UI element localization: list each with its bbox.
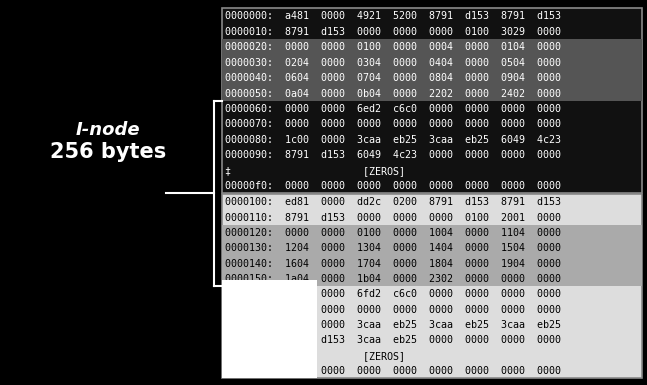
Text: 00000f0:  0000  0000  0000  0000  0000  0000  0000  0000: 00000f0: 0000 0000 0000 0000 0000 0000 0…	[225, 181, 561, 191]
Bar	[222, 255, 642, 271]
Text: 0000000:  a481  0000  4921  5200  8791  d153  8791  d153: 0000000: a481 0000 4921 5200 8791 d153 8…	[225, 12, 561, 22]
Bar	[222, 225, 642, 240]
Text: 0000050:  0a04  0000  0b04  0000  2202  0000  2402  0000: 0000050: 0a04 0000 0b04 0000 2202 0000 2…	[225, 89, 561, 99]
Text: 0000100:  ed81  0000  dd2c  0200  8791  d153  8791  d153: 0000100: ed81 0000 dd2c 0200 8791 d153 8…	[225, 198, 561, 208]
Bar	[222, 70, 642, 85]
Text: 00001f0:  0000  0000  0000  0000  0000  0000  0000  0000: 00001f0: 0000 0000 0000 0000 0000 0000 0…	[225, 366, 561, 376]
Bar	[222, 39, 642, 54]
Bar	[222, 85, 642, 100]
Text: 0000010:  8791  d153  0000  0000  0000  0100  3029  0000: 0000010: 8791 d153 0000 0000 0000 0100 3…	[225, 27, 561, 37]
Bar	[222, 280, 317, 378]
Text: 0000150:  1a04  0000  1b04  0000  2302  0000  0000  0000: 0000150: 1a04 0000 1b04 0000 2302 0000 0…	[225, 274, 561, 284]
Text: 0000040:  0604  0000  0704  0000  0804  0000  0904  0000: 0000040: 0604 0000 0704 0000 0804 0000 0…	[225, 73, 561, 83]
Text: 0000120:  0000  0000  0100  0000  1004  0000  1104  0000: 0000120: 0000 0000 0100 0000 1004 0000 1…	[225, 228, 561, 238]
Bar	[222, 8, 642, 193]
Text: 0000190:  8791  d153  3caa  eb25  0000  0000  0000  0000: 0000190: 8791 d153 3caa eb25 0000 0000 0…	[225, 335, 561, 345]
Text: 0000110:  8791  d153  0000  0000  0000  0100  2001  0000: 0000110: 8791 d153 0000 0000 0000 0100 2…	[225, 213, 561, 223]
Text: ‡                      [ZEROS]: ‡ [ZEROS]	[225, 166, 405, 176]
Text: 0000070:  0000  0000  0000  0000  0000  0000  0000  0000: 0000070: 0000 0000 0000 0000 0000 0000 0…	[225, 119, 561, 129]
Text: 0000140:  1604  0000  1704  0000  1804  0000  1904  0000: 0000140: 1604 0000 1704 0000 1804 0000 1…	[225, 259, 561, 269]
Text: I-node: I-node	[76, 121, 140, 139]
Text: 0000060:  0000  0000  6ed2  c6c0  0000  0000  0000  0000: 0000060: 0000 0000 6ed2 c6c0 0000 0000 0…	[225, 104, 561, 114]
Bar	[222, 54, 642, 70]
Text: 0000020:  0000  0000  0100  0000  0004  0000  0104  0000: 0000020: 0000 0000 0100 0000 0004 0000 0…	[225, 42, 561, 52]
Text: 256 bytes: 256 bytes	[50, 142, 166, 162]
Text: 0000080:  1c00  0000  3caa  eb25  3caa  eb25  6049  4c23: 0000080: 1c00 0000 3caa eb25 3caa eb25 6…	[225, 135, 561, 145]
Text: 0000030:  0204  0000  0304  0000  0404  0000  0504  0000: 0000030: 0204 0000 0304 0000 0404 0000 0…	[225, 58, 561, 68]
Text: 0000180:  1c00  0000  3caa  eb25  3caa  eb25  3caa  eb25: 0000180: 1c00 0000 3caa eb25 3caa eb25 3…	[225, 320, 561, 330]
Bar	[222, 271, 642, 286]
Text: ‡                      [ZEROS]: ‡ [ZEROS]	[225, 351, 405, 361]
Bar	[222, 194, 642, 378]
Bar	[222, 240, 642, 255]
Text: 0000130:  1204  0000  1304  0000  1404  0000  1504  0000: 0000130: 1204 0000 1304 0000 1404 0000 1…	[225, 243, 561, 253]
Text: 0000160:  0000  0000  6fd2  c6c0  0000  0000  0000  0000: 0000160: 0000 0000 6fd2 c6c0 0000 0000 0…	[225, 290, 561, 300]
Text: 0000170:  0000  0000  0000  0000  0000  0000  0000  0000: 0000170: 0000 0000 0000 0000 0000 0000 0…	[225, 305, 561, 315]
Text: 0000090:  8791  d153  6049  4c23  0000  0000  0000  0000: 0000090: 8791 d153 6049 4c23 0000 0000 0…	[225, 150, 561, 160]
